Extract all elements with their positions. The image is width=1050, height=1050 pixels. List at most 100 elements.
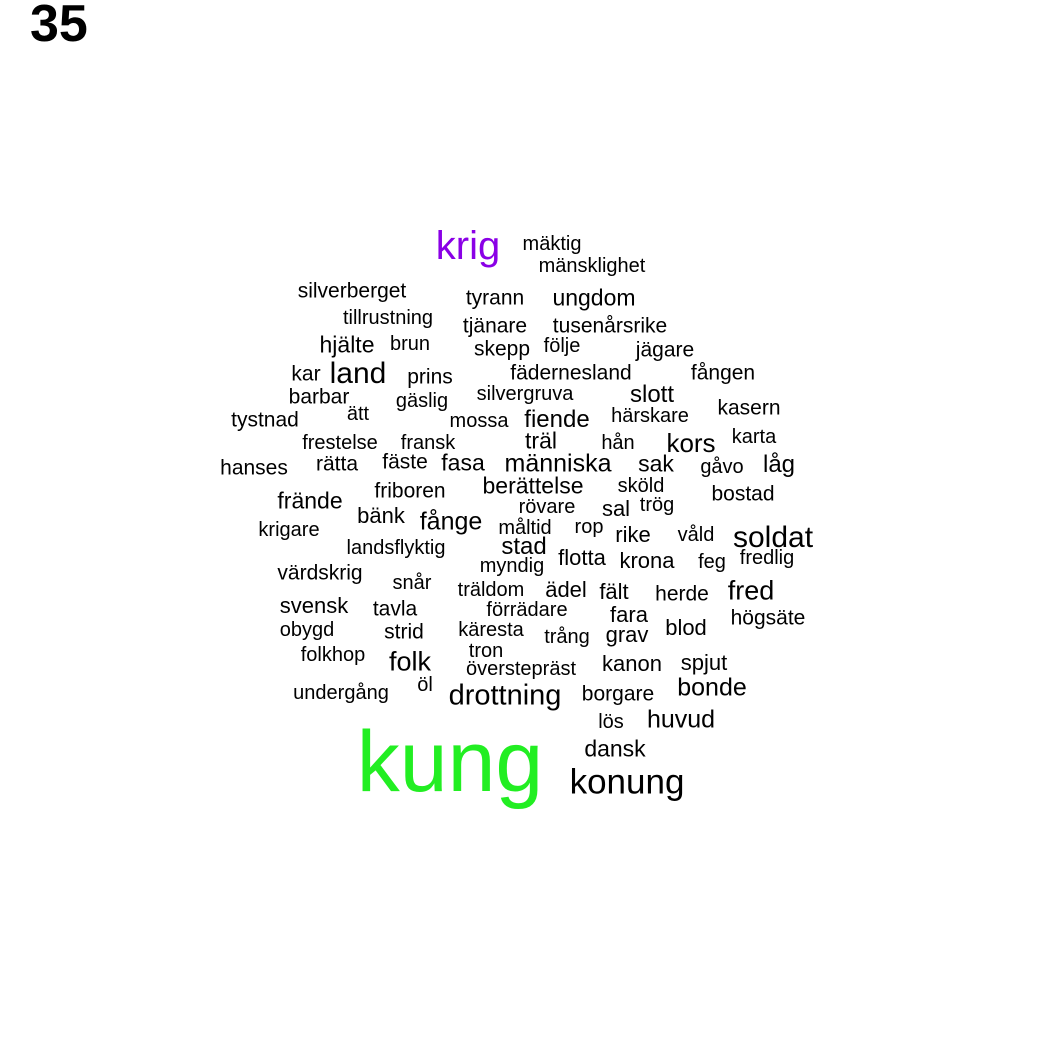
word: blod (665, 615, 707, 640)
word: sak (638, 450, 674, 477)
word: fredlig (739, 547, 795, 569)
word: ädel (545, 577, 587, 602)
word: krona (619, 548, 675, 573)
word: hanses (220, 456, 288, 480)
word: värdskrig (277, 561, 363, 585)
word: konung (569, 762, 685, 802)
word: kors (666, 428, 716, 458)
word: frestelse (302, 432, 378, 454)
word: silvergruva (476, 383, 574, 405)
word: dansk (584, 735, 646, 762)
word: hån (601, 432, 635, 454)
word: tillrustning (342, 307, 434, 329)
word: myndig (479, 555, 545, 577)
word: fädernesland (510, 361, 632, 385)
word: drottning (448, 679, 562, 712)
word: käresta (458, 619, 524, 641)
word: låg (762, 451, 796, 478)
word: tavla (372, 597, 418, 621)
word: gäslig (395, 390, 449, 412)
word: flotta (558, 545, 606, 570)
word: karta (731, 426, 777, 448)
word: fasa (441, 449, 485, 476)
word: frände (277, 487, 343, 514)
word: stad (501, 533, 547, 560)
word: följe (543, 335, 581, 357)
word: slott (629, 381, 675, 408)
word: strid (384, 620, 424, 644)
word: brun (389, 333, 431, 355)
word: hjälte (319, 331, 375, 358)
word: bonde (677, 673, 747, 702)
word: ungdom (552, 284, 636, 311)
page-number: 35 (30, 0, 88, 53)
word: våld (677, 524, 715, 546)
word: tron (468, 640, 504, 662)
word: högsäte (730, 606, 806, 630)
word: rövare (518, 496, 576, 518)
word: trång (544, 626, 590, 648)
word: rike (615, 522, 651, 547)
word: trög (639, 494, 675, 516)
word: landsflyktig (346, 537, 446, 559)
word: tystnad (231, 408, 299, 432)
word: snår (392, 572, 432, 594)
word: bänk (357, 503, 405, 528)
word: mäktig (522, 233, 582, 255)
word: ätt (346, 403, 370, 425)
word: människa (504, 449, 612, 478)
word: soldat (732, 521, 814, 554)
word: undergång (293, 682, 389, 704)
word: rop (574, 516, 604, 538)
word: herde (655, 582, 709, 606)
word: grav (605, 622, 649, 647)
word: borgare (581, 682, 655, 706)
word: överstepräst (465, 658, 577, 680)
word: bostad (711, 482, 775, 506)
word: svensk (279, 593, 349, 618)
word: land (329, 357, 387, 390)
word: friboren (374, 479, 446, 503)
word: huvud (646, 705, 716, 734)
word: fäste (382, 450, 428, 474)
word: prins (407, 365, 453, 389)
word: obygd (279, 619, 335, 641)
word: mänsklighet (538, 255, 646, 277)
word: träldom (457, 579, 525, 601)
word: öl (417, 674, 433, 696)
word: barbar (288, 385, 350, 409)
word: spjut (680, 650, 728, 675)
word: tyrann (465, 286, 525, 310)
word: lös (598, 711, 624, 733)
word: kung (356, 714, 544, 810)
word: feg (698, 551, 726, 573)
word: folk (388, 646, 432, 677)
word: träl (525, 427, 557, 454)
word: härskare (611, 405, 689, 427)
word: krig (435, 224, 501, 268)
word: fånge (419, 507, 483, 536)
word: jägare (635, 338, 695, 362)
word: rätta (315, 452, 359, 476)
word: mossa (449, 410, 509, 432)
word: sal (601, 496, 631, 521)
word: berättelse (482, 472, 584, 499)
word: tusenårsrike (552, 314, 668, 338)
word: fången (690, 361, 756, 385)
word: kanon (602, 651, 662, 676)
word: fält (599, 579, 629, 604)
word: fiende (524, 406, 590, 433)
word: gåvo (700, 456, 744, 478)
word: måltid (498, 517, 552, 539)
word: tjänare (462, 314, 528, 338)
word: förrädare (486, 599, 568, 621)
word: kasern (717, 396, 781, 420)
word: fred (727, 575, 775, 606)
word: fara (610, 602, 648, 627)
word: folkhop (300, 644, 366, 666)
word: fransk (400, 432, 456, 454)
word: krigare (258, 519, 320, 541)
word: sköld (617, 475, 665, 497)
word: silverberget (297, 279, 407, 303)
